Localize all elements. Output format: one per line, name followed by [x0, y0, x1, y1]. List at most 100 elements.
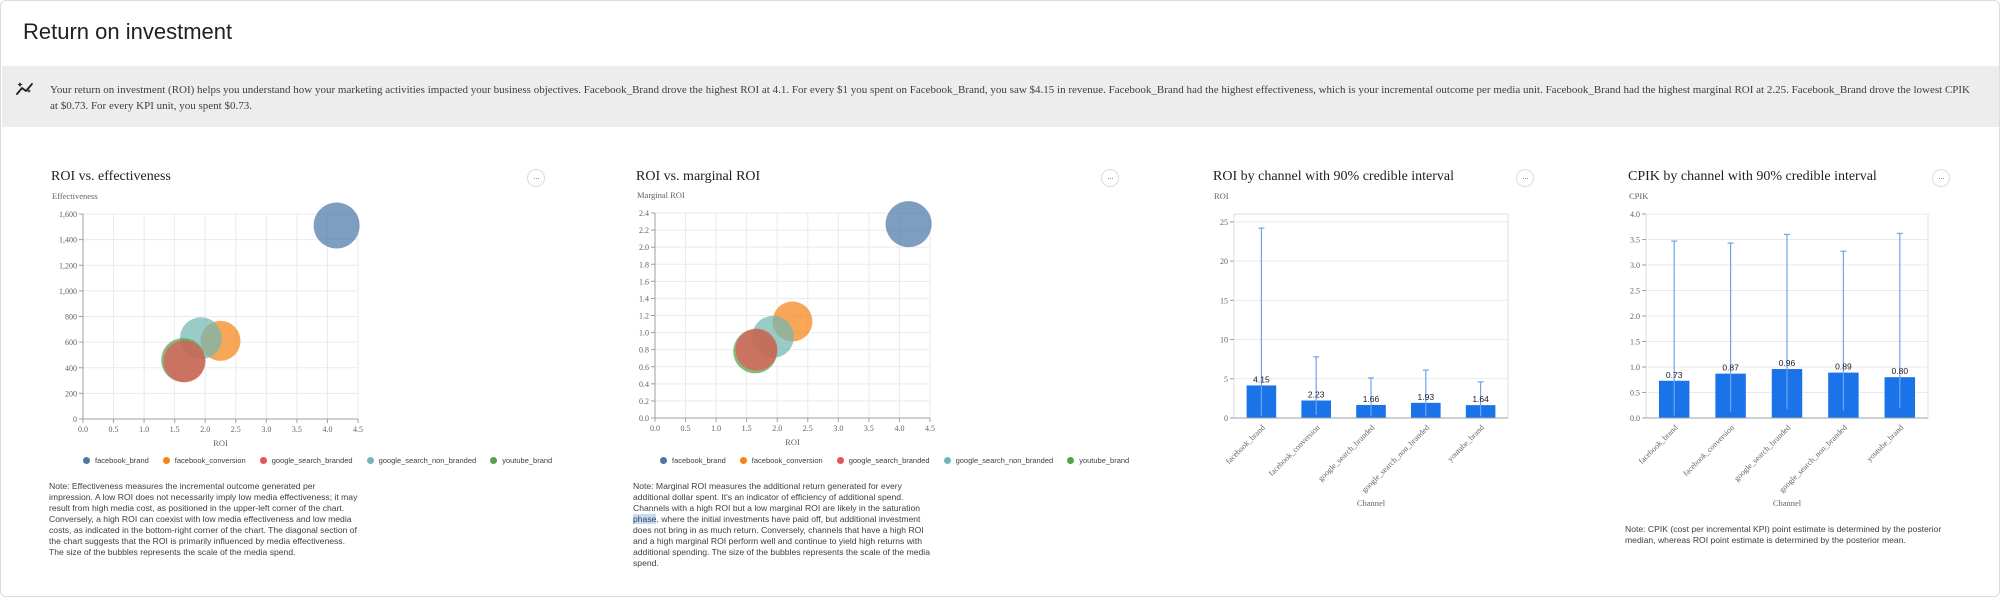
y-tick-label: 400	[65, 364, 77, 373]
y-tick-label: 1.0	[639, 329, 649, 338]
legend-item-facebook_conversion[interactable]: facebook_conversion	[162, 456, 246, 465]
roi-marginal-roi-card: ROI vs. marginal ROI ··· Marginal ROI 0.0…	[633, 161, 1132, 568]
bar-value-label: 1.64	[1472, 394, 1489, 404]
y-tick-label: 1,600	[59, 210, 77, 219]
x-tick-label: 3.0	[833, 424, 843, 433]
x-tick-label: google_search_non_branded	[1777, 423, 1848, 494]
y-tick-label: 25	[1220, 218, 1228, 227]
chart-legend: facebook_brand facebook_conversion google_…	[660, 456, 1129, 465]
x-axis-label: ROI	[785, 437, 800, 447]
x-tick-label: 1.0	[139, 425, 149, 434]
legend-item-google_search_non_branded[interactable]: google_search_non_branded	[943, 456, 1054, 465]
insights-text: Your return on investment (ROI) helps yo…	[50, 84, 1970, 112]
bubble-google_search_branded	[163, 340, 206, 383]
x-tick-label: facebook_conversion	[1681, 423, 1736, 478]
x-tick-label: 1.5	[170, 425, 180, 434]
legend-label: youtube_brand	[502, 456, 553, 465]
y-tick-label: 0.6	[639, 363, 649, 372]
x-tick-label: google_search_branded	[1316, 423, 1376, 483]
insights-icon	[16, 82, 33, 95]
x-tick-label: 0.5	[681, 424, 691, 433]
chart-note: Note: Marginal ROI measures the addition…	[633, 481, 939, 569]
y-tick-label: 200	[65, 389, 77, 398]
legend-label: facebook_conversion	[751, 456, 823, 465]
card-title: ROI vs. marginal ROI	[636, 169, 761, 184]
legend-item-facebook_brand[interactable]: facebook_brand	[83, 456, 149, 465]
chart-note: Note: Effectiveness measures the increme…	[49, 481, 358, 557]
y-axis-label: Marginal ROI	[637, 190, 685, 200]
bar-value-label: 0.96	[1779, 358, 1796, 368]
more-options-button[interactable]: ···	[1516, 169, 1534, 187]
roi-effectiveness-card: ROI vs. effectiveness ··· Effectiveness 0…	[49, 161, 552, 561]
cpik-by-channel-chart: CPIK 0.0 0.5 1.0 1.5 2.0 2.5 3.0 3.5 4.0 0.73 faceb…	[1629, 191, 1929, 508]
x-tick-label: 0.5	[109, 425, 119, 434]
x-tick-label: google_search_branded	[1732, 423, 1792, 483]
bar-value-label: 0.73	[1666, 370, 1683, 380]
x-tick-label: facebook_conversion	[1267, 423, 1322, 478]
legend-swatch	[836, 457, 844, 464]
note-text: Note: Marginal ROI measures the addition…	[633, 481, 921, 513]
x-tick-label: facebook_brand	[1637, 423, 1680, 466]
legend-item-youtube_brand[interactable]: youtube_brand	[1067, 456, 1129, 465]
x-tick-label: facebook_brand	[1224, 423, 1267, 466]
legend-item-youtube_brand[interactable]: youtube_brand	[490, 456, 552, 465]
y-tick-label: 1.2	[639, 312, 649, 321]
roi-effectiveness-chart: Effectiveness 0 200 400 600 800 1,000 1,200 1,40…	[52, 191, 363, 448]
y-tick-label: 1.0	[1630, 363, 1640, 372]
bubble-google_search_branded	[735, 328, 778, 371]
roi-by-channel-card: ROI by channel with 90% credible interva…	[1213, 161, 1543, 561]
more-options-button[interactable]: ···	[1101, 169, 1119, 187]
bar-value-label: 1.93	[1418, 392, 1435, 402]
bar-value-label: 0.80	[1892, 366, 1909, 376]
y-axis-label: CPIK	[1629, 191, 1649, 201]
legend-label: google_search_branded	[848, 456, 930, 465]
x-tick-label: youtube_brand	[1865, 423, 1905, 463]
x-tick-label: 4.5	[925, 424, 935, 433]
legend-item-facebook_conversion[interactable]: facebook_conversion	[739, 456, 823, 465]
x-tick-label: 4.0	[322, 425, 332, 434]
bubble-facebook_brand	[885, 201, 932, 248]
x-tick-label: 2.0	[772, 424, 782, 433]
y-tick-label: 2.4	[639, 209, 649, 218]
more-options-button[interactable]: ···	[1932, 169, 1950, 187]
y-tick-label: 3.0	[1630, 261, 1640, 270]
x-tick-label: 2.0	[200, 425, 210, 434]
legend-item-google_search_non_branded[interactable]: google_search_non_branded	[366, 456, 477, 465]
y-tick-label: 0	[1224, 414, 1228, 423]
legend-label: google_search_non_branded	[955, 456, 1054, 465]
y-tick-label: 1,200	[59, 261, 77, 270]
legend-item-google_search_branded[interactable]: google_search_branded	[259, 456, 353, 465]
chart-note: Note: CPIK (cost per incremental KPI) po…	[1625, 524, 1942, 545]
y-tick-label: 2.2	[639, 226, 649, 235]
cpik-by-channel-card: CPIK by channel with 90% credible interv…	[1625, 161, 1958, 561]
x-tick-label: 3.0	[261, 425, 271, 434]
x-tick-label: 2.5	[803, 424, 813, 433]
legend-swatch	[490, 457, 498, 464]
legend-swatch	[739, 457, 747, 464]
legend-swatch	[162, 457, 170, 464]
y-axis-label: Effectiveness	[52, 191, 98, 201]
bar-value-label: 4.15	[1253, 374, 1270, 384]
x-tick-label: 4.0	[894, 424, 904, 433]
legend-item-facebook_brand[interactable]: facebook_brand	[660, 456, 726, 465]
more-options-button[interactable]: ···	[527, 169, 545, 187]
legend-label: facebook_conversion	[174, 456, 246, 465]
bar-value-label: 0.87	[1722, 363, 1739, 373]
card-title: ROI by channel with 90% credible interva…	[1213, 169, 1455, 184]
y-tick-label: 2.0	[639, 243, 649, 252]
x-tick-label: 3.5	[864, 424, 874, 433]
y-tick-label: 1.5	[1630, 338, 1640, 347]
y-tick-label: 600	[65, 338, 77, 347]
legend-label: facebook_brand	[672, 456, 726, 465]
roi-marginal-roi-chart: Marginal ROI 0.0 0.2 0.4 0.6 0.8 1.0 1.2 1.4 1.6 1…	[637, 190, 935, 447]
y-tick-label: 0.8	[639, 346, 649, 355]
bar-value-label: 2.23	[1308, 390, 1325, 400]
legend-label: google_search_non_branded	[378, 456, 477, 465]
x-axis-label: Channel	[1773, 498, 1802, 508]
y-tick-label: 20	[1220, 257, 1228, 266]
y-tick-label: 1,400	[59, 236, 77, 245]
legend-item-google_search_branded[interactable]: google_search_branded	[836, 456, 930, 465]
legend-swatch	[259, 457, 267, 464]
y-tick-label: 0.5	[1630, 389, 1640, 398]
